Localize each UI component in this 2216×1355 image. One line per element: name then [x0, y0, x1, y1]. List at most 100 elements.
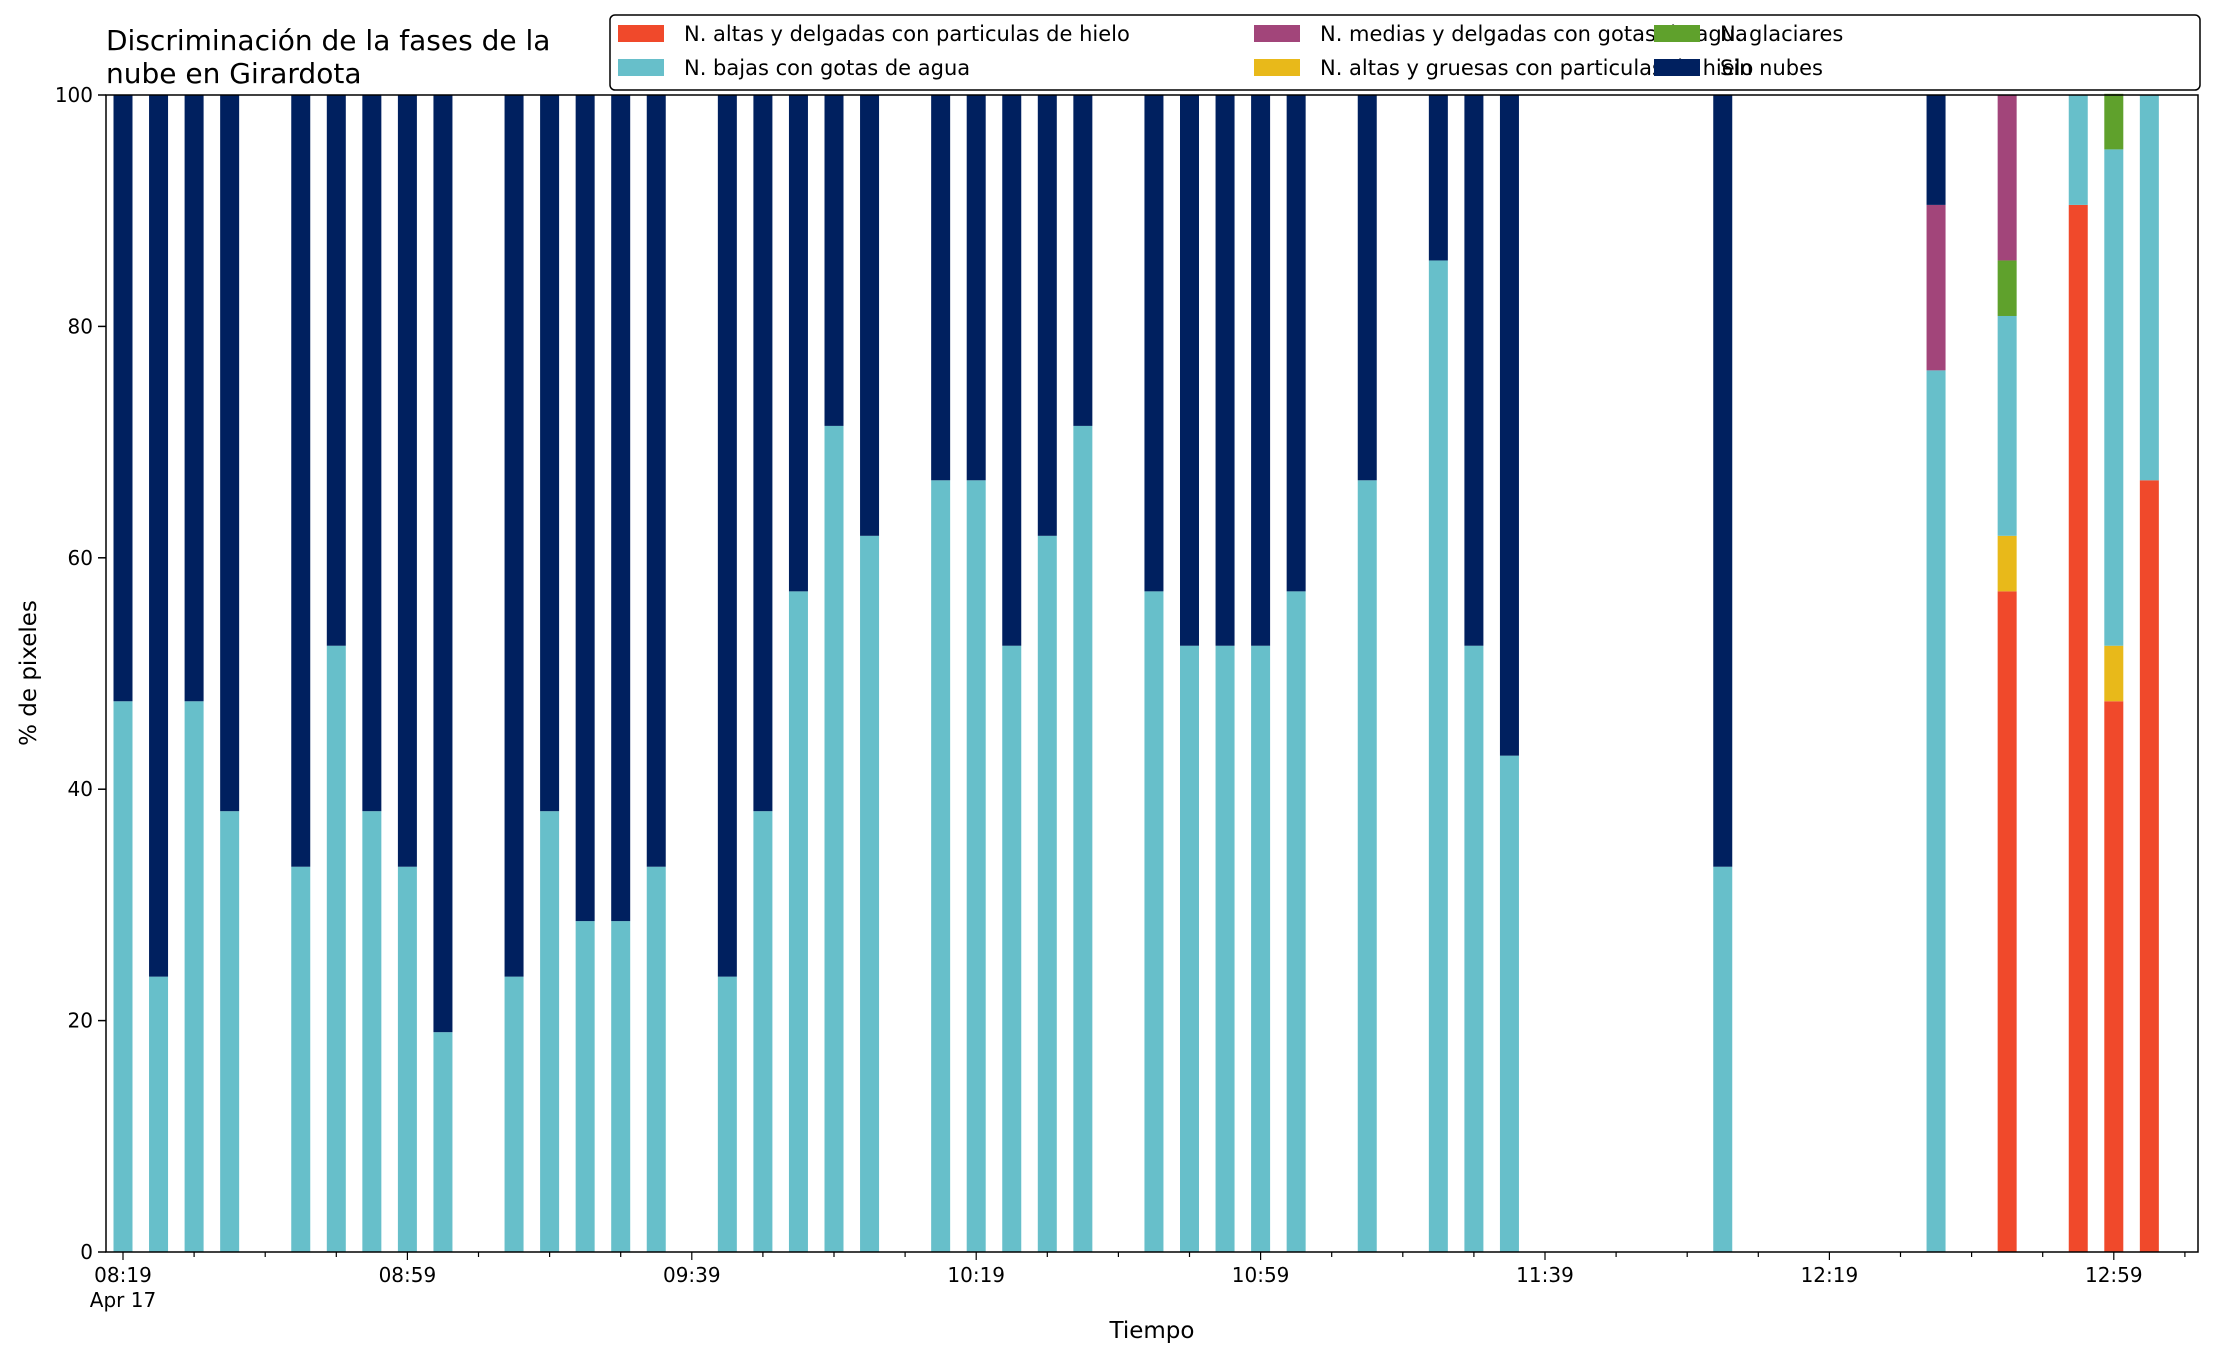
bar-segment: [1428, 260, 1448, 1252]
x-tick-label: 11:39: [1516, 1263, 1574, 1287]
bar-segment: [326, 95, 346, 646]
bar-segment: [397, 866, 417, 1252]
bar-segment: [220, 811, 240, 1252]
bar-segment: [931, 480, 951, 1252]
bar-segment: [788, 591, 808, 1252]
bar-segment: [1926, 204, 1946, 371]
bar-segment: [2104, 149, 2124, 646]
legend-label: N. glaciares: [1720, 22, 1843, 46]
y-tick-label: 0: [80, 1240, 93, 1264]
bar-segment: [291, 95, 311, 867]
bar-segment: [2068, 204, 2088, 1252]
bar-segment: [149, 976, 169, 1252]
bar-segment: [113, 701, 133, 1252]
y-tick-label: 80: [68, 314, 93, 338]
bar-group: [113, 93, 2159, 1252]
bar-segment: [504, 95, 524, 977]
bar-segment: [220, 95, 240, 812]
bar-segment: [362, 95, 382, 812]
bar-segment: [966, 95, 986, 481]
bar-segment: [717, 976, 737, 1252]
chart-title-line: nube en Girardota: [106, 57, 361, 90]
bar-segment: [824, 95, 844, 426]
bar-segment: [1997, 535, 2017, 592]
x-tick-label: 10:19: [947, 1263, 1005, 1287]
bar-segment: [1997, 95, 2017, 261]
bar-segment: [433, 95, 453, 1033]
bar-segment: [2139, 95, 2159, 481]
bar-segment: [540, 95, 560, 812]
legend-swatch: [1654, 25, 1700, 42]
bar-segment: [646, 866, 666, 1252]
chart-title-line: Discriminación de la fases de la: [106, 24, 550, 57]
bar-segment: [1357, 480, 1377, 1252]
bar-segment: [2139, 480, 2159, 1252]
bar-segment: [966, 480, 986, 1252]
y-tick-label: 60: [68, 546, 93, 570]
bar-segment: [575, 921, 595, 1252]
chart-title: Discriminación de la fases de la nube en …: [106, 24, 550, 90]
bar-segment: [1037, 95, 1057, 536]
bar-segment: [540, 811, 560, 1252]
bar-segment: [184, 95, 204, 702]
bar-segment: [149, 95, 169, 977]
bar-segment: [2104, 701, 2124, 1252]
y-tick-label: 40: [68, 777, 93, 801]
y-tick-label: 100: [55, 83, 93, 107]
x-date-label: Apr 17: [90, 1288, 156, 1312]
legend-swatch: [618, 25, 664, 42]
bar-segment: [397, 95, 417, 867]
bar-segment: [1073, 425, 1093, 1252]
x-tick-label: 10:59: [1232, 1263, 1290, 1287]
bar-segment: [1357, 95, 1377, 481]
x-tick-label: 08:59: [379, 1263, 437, 1287]
plot-frame: [105, 94, 2199, 1253]
legend-swatch: [1654, 59, 1700, 76]
bar-segment: [753, 95, 773, 812]
bar-segment: [1215, 645, 1235, 1252]
bar-segment: [362, 811, 382, 1252]
legend-label: Sin nubes: [1720, 56, 1823, 80]
bar-segment: [1997, 260, 2017, 316]
bar-segment: [931, 95, 951, 481]
bar-segment: [2068, 95, 2088, 205]
bar-segment: [113, 95, 133, 702]
x-tick-label: 09:39: [663, 1263, 721, 1287]
bar-segment: [291, 866, 311, 1252]
x-axis-label: Tiempo: [1109, 1318, 1195, 1344]
bar-segment: [717, 95, 737, 977]
bar-segment: [860, 535, 880, 1252]
bar-segment: [1144, 95, 1164, 592]
bar-segment: [1428, 95, 1448, 261]
bar-segment: [575, 95, 595, 922]
bar-segment: [2104, 645, 2124, 702]
bar-segment: [326, 645, 346, 1252]
x-tick-label: 12:19: [1801, 1263, 1859, 1287]
legend-label: N. bajas con gotas de agua: [684, 56, 970, 80]
bar-segment: [1286, 95, 1306, 592]
y-axis: 0 20 40 60 80 100: [55, 83, 106, 1264]
bar-segment: [1499, 755, 1519, 1252]
x-axis: 08:19 08:59 09:39 10:19 10:59 11:39 12:19 12:59…: [90, 1252, 2186, 1312]
bar-segment: [860, 95, 880, 536]
bar-segment: [504, 976, 524, 1252]
bar-segment: [1926, 370, 1946, 1252]
bar-segment: [753, 811, 773, 1252]
bar-segment: [1037, 535, 1057, 1252]
bar-segment: [1251, 95, 1271, 646]
bar-segment: [788, 95, 808, 592]
bar-segment: [2104, 93, 2124, 150]
bar-segment: [1180, 95, 1199, 646]
bar-segment: [646, 95, 666, 867]
bar-segment: [1002, 645, 1022, 1252]
x-tick-label: 08:19: [94, 1263, 152, 1287]
bar-segment: [433, 1032, 453, 1252]
bar-segment: [1499, 95, 1519, 756]
bar-segment: [1251, 645, 1271, 1252]
legend-label: N. altas y delgadas con particulas de hi…: [684, 22, 1130, 46]
bar-segment: [1464, 645, 1484, 1252]
bar-segment: [1713, 866, 1733, 1252]
bar-segment: [824, 425, 844, 1252]
legend-swatch: [1254, 25, 1300, 42]
